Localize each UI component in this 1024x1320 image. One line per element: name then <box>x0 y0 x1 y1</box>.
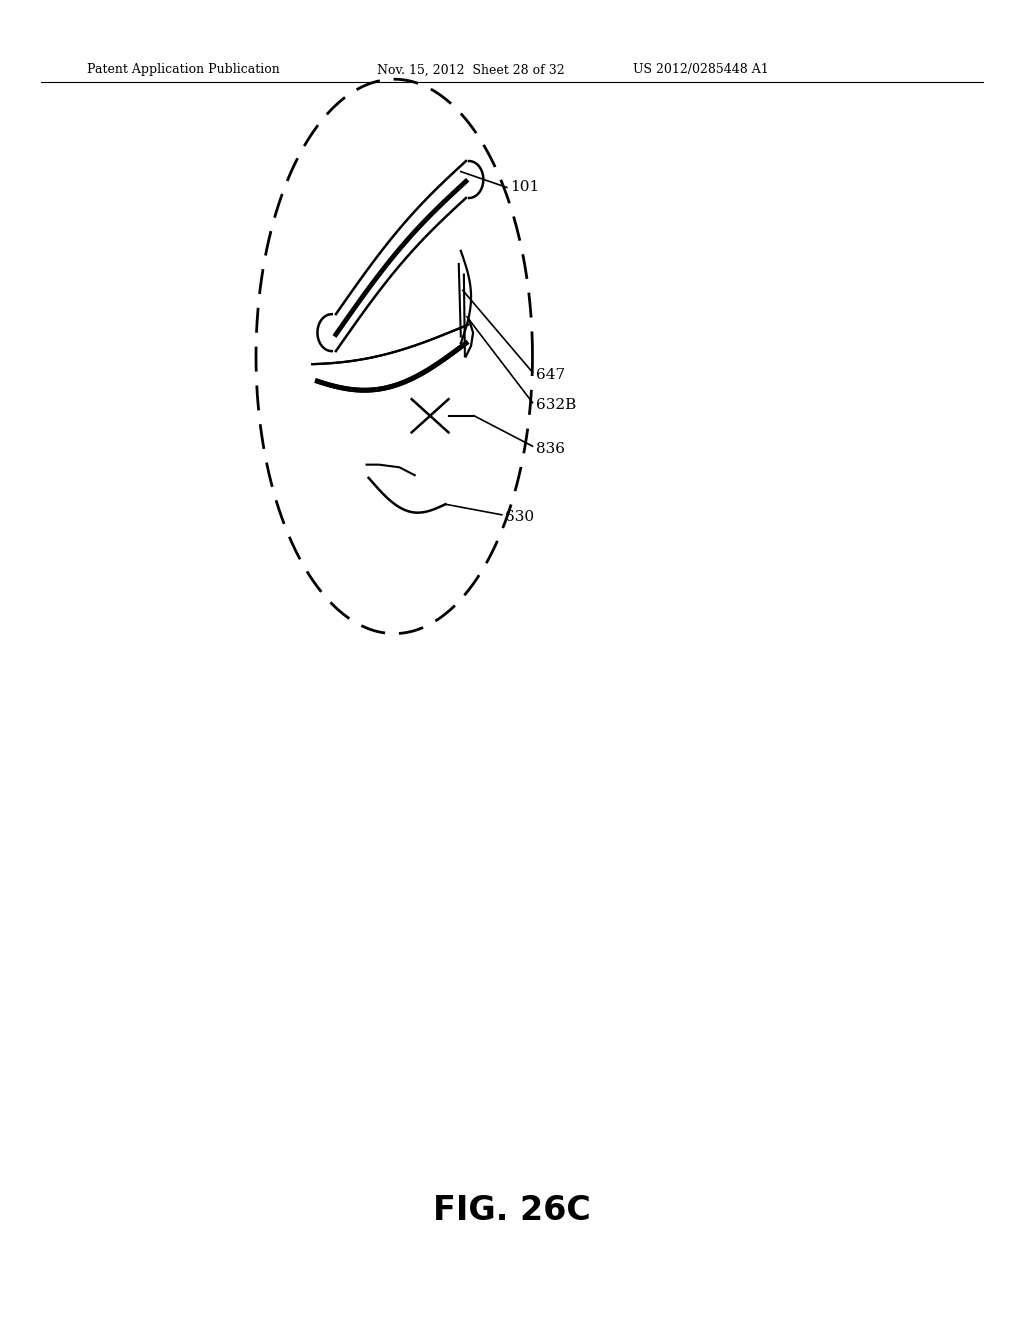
Text: FIG. 26C: FIG. 26C <box>433 1193 591 1228</box>
Text: 630: 630 <box>505 511 534 524</box>
Text: Patent Application Publication: Patent Application Publication <box>87 63 280 77</box>
Text: US 2012/0285448 A1: US 2012/0285448 A1 <box>633 63 769 77</box>
Text: 101: 101 <box>510 181 540 194</box>
Polygon shape <box>336 161 466 351</box>
Text: 836: 836 <box>536 442 564 455</box>
Text: Nov. 15, 2012  Sheet 28 of 32: Nov. 15, 2012 Sheet 28 of 32 <box>377 63 564 77</box>
Polygon shape <box>312 325 468 391</box>
Text: 632B: 632B <box>536 399 575 412</box>
Text: 647: 647 <box>536 368 564 381</box>
